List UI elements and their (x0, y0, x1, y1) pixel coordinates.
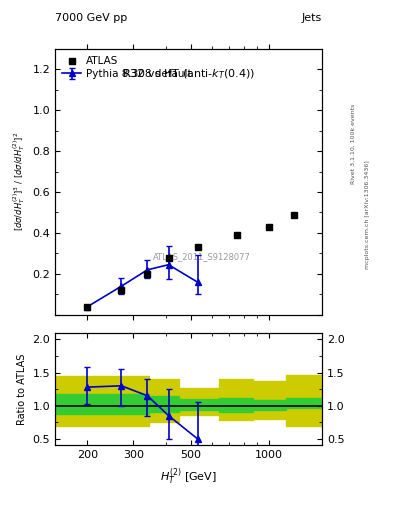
Text: Jets: Jets (302, 13, 322, 23)
ATLAS (84, 303, 91, 311)
X-axis label: $H_T^{(2)}$ [GeV]: $H_T^{(2)}$ [GeV] (160, 466, 217, 486)
Legend: ATLAS, Pythia 8.308 default: ATLAS, Pythia 8.308 default (60, 54, 194, 81)
Text: 7000 GeV pp: 7000 GeV pp (55, 13, 127, 23)
ATLAS (118, 286, 125, 294)
Text: ATLAS_2011_S9128077: ATLAS_2011_S9128077 (153, 252, 251, 261)
Text: mcplots.cern.ch [arXiv:1306.3436]: mcplots.cern.ch [arXiv:1306.3436] (365, 161, 370, 269)
ATLAS (195, 243, 201, 251)
ATLAS (291, 210, 298, 219)
Y-axis label: Ratio to ATLAS: Ratio to ATLAS (17, 353, 27, 425)
Y-axis label: $[d\sigma/dH_T^{(2)}]^3\ /\ [d\sigma/dH_T^{(2)}]^2$: $[d\sigma/dH_T^{(2)}]^3\ /\ [d\sigma/dH_… (11, 132, 27, 231)
Text: Rivet 3.1.10, 100k events: Rivet 3.1.10, 100k events (351, 103, 356, 183)
ATLAS (165, 253, 172, 262)
Text: R32 vs HT (anti-$k_T$(0.4)): R32 vs HT (anti-$k_T$(0.4)) (122, 67, 255, 81)
ATLAS (144, 270, 151, 278)
ATLAS (233, 231, 240, 239)
ATLAS (266, 223, 272, 231)
